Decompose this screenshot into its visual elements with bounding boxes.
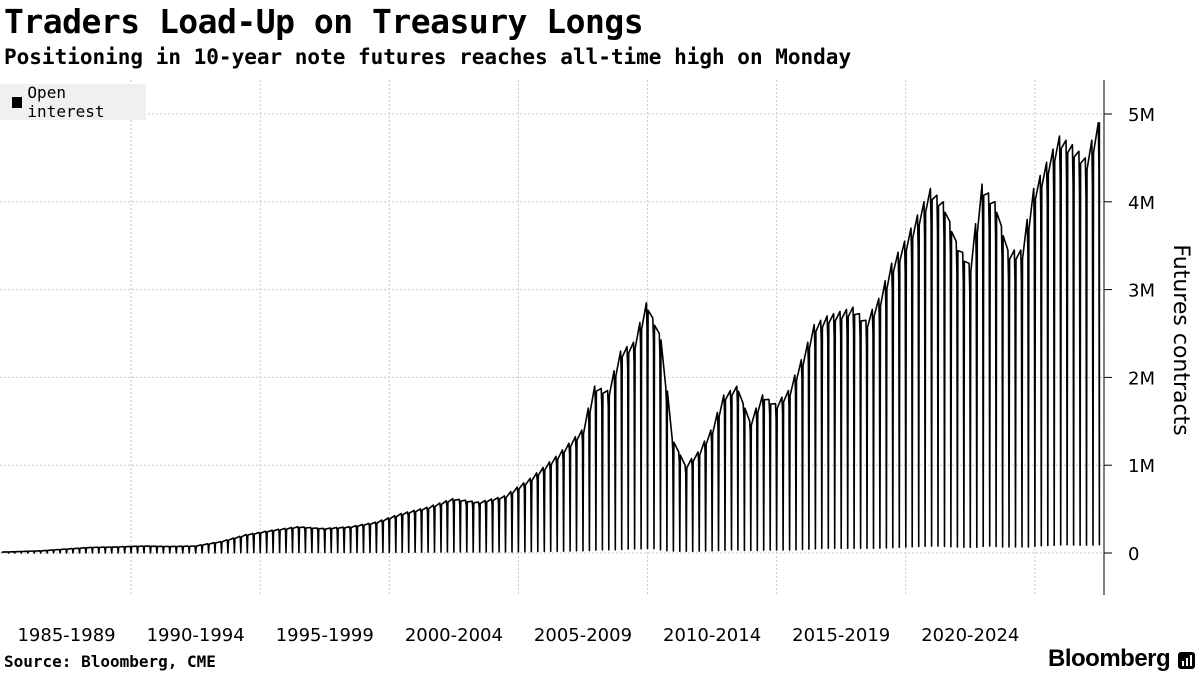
y-tick-label: 0 bbox=[1128, 544, 1139, 565]
legend: Open interest bbox=[0, 83, 146, 121]
series-line-open-interest bbox=[1, 122, 1101, 554]
y-tick-label: 5M bbox=[1128, 105, 1155, 126]
y-axis-title: Futures contracts bbox=[1168, 244, 1193, 435]
source-note: Source: Bloomberg, CME bbox=[4, 652, 216, 671]
bloomberg-logo: Bloomberg bbox=[1048, 645, 1171, 672]
x-tick-label: 2020-2024 bbox=[921, 625, 1019, 646]
x-tick-label: 2015-2019 bbox=[792, 625, 890, 646]
y-tick-label: 2M bbox=[1128, 368, 1155, 389]
legend-swatch bbox=[12, 96, 23, 108]
x-tick-label: 2000-2004 bbox=[405, 625, 503, 646]
x-tick-label: 2010-2014 bbox=[663, 625, 761, 646]
x-tick-label: 1990-1994 bbox=[147, 625, 245, 646]
y-tick-label: 4M bbox=[1128, 193, 1155, 214]
y-tick-label: 3M bbox=[1128, 281, 1155, 302]
x-tick-label: 1995-1999 bbox=[276, 625, 374, 646]
chart-icon bbox=[1178, 652, 1195, 669]
chart-subtitle: Positioning in 10-year note futures reac… bbox=[4, 45, 852, 69]
y-tick-label: 1M bbox=[1128, 456, 1155, 477]
axes: 0 1M 2M 3M 4M 5M Futures contracts 1985-1989 199… bbox=[17, 80, 1193, 646]
chart-title: Traders Load-Up on Treasury Longs bbox=[4, 2, 644, 41]
legend-label: Open interest bbox=[27, 83, 105, 121]
x-tick-label: 2005-2009 bbox=[534, 625, 632, 646]
x-tick-label: 1985-1989 bbox=[17, 625, 115, 646]
series-layer bbox=[1, 122, 1101, 554]
